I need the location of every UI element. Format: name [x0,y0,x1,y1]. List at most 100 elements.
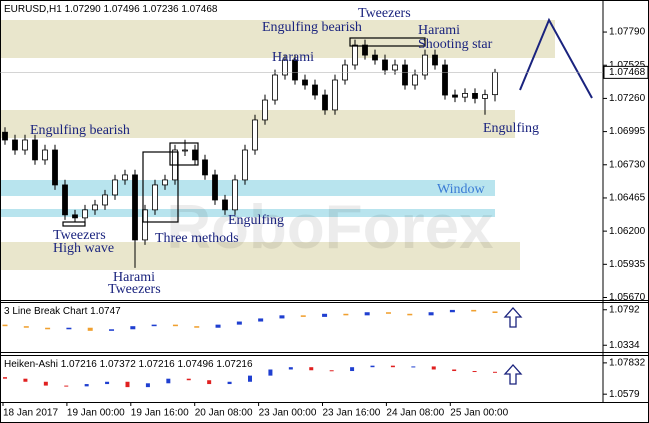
candle-body [462,93,468,98]
y-tick-label: 1.0792 [609,304,640,315]
heikin-bar [125,381,130,388]
annotation: High wave [53,241,114,256]
pattern-boxes [62,37,426,227]
panel-title: Heiken-Ashi 1.07216 1.07372 1.07216 1.07… [4,359,253,370]
candle-body [402,64,408,86]
up-arrow [503,364,523,385]
zone [1,20,555,58]
y-tick-label: 1.05935 [609,259,646,270]
y-tick-label: 1.06995 [609,126,646,137]
box [62,221,86,227]
candle-body [222,199,228,211]
candle-body [422,54,428,76]
candle-body [242,149,248,181]
candle-body [52,149,58,186]
heikin-bar [288,367,293,370]
linebreak-bar [23,326,29,328]
candle-body [412,74,418,86]
heikin-bar [411,366,416,368]
candle-body [372,54,378,61]
watermark: RoboForex [166,193,494,262]
heikin-bar [43,381,48,386]
candle-body [152,184,158,211]
candle-body [282,59,288,76]
annotation: Window [437,182,486,197]
candle-body [492,71,498,96]
x-axis: 18 Jan 2017 19 Jan 00:00 19 Jan 16:00 20 Ja… [2,402,509,419]
linebreak-bar [449,309,455,313]
y-tick-label: 1.07525 [609,60,646,71]
annotation: Harami [272,50,314,65]
linebreak-bar [45,327,51,330]
candle-body [312,84,318,96]
candle-body [452,94,458,98]
annotation: Shooting star [418,37,493,52]
heikin-bar [350,367,355,372]
heikin-bar [105,381,110,385]
annotation: Harami [113,270,155,285]
box [142,151,179,223]
candle-body [112,179,118,196]
annotation: Engulfing bearish [30,123,130,138]
candle-body [102,194,108,206]
candle-body [72,214,78,219]
linebreak-bar [300,315,306,317]
linebreak-bar [428,312,434,316]
candle-body [442,64,448,96]
annotation: Tweezers [108,282,161,297]
candle-body [382,59,388,71]
heikin-bar [370,365,375,368]
linebreak-bar [172,324,178,327]
annotation: Engulfing bearish [262,20,362,35]
linebreak-bar [258,318,264,322]
up-arrow [503,307,523,328]
linebreak-bar [407,313,413,316]
annotation: Three methods [155,231,239,246]
x-tick-label: 25 Jan 00:00 [450,408,508,419]
annotation: Tweezers [358,6,411,21]
y-tick-label: 1.0579 [609,389,640,400]
linebreak-bar [66,327,72,330]
heikin-bar [207,380,212,385]
candle-body [42,149,48,161]
x-tick-label: 19 Jan 16:00 [131,408,189,419]
candle-body [322,94,328,111]
linebreak-bar [236,321,242,325]
y-tick-label: 1.05670 [609,292,646,303]
forecast-arrow [519,17,593,99]
box [169,142,199,166]
heikin-bar [472,371,477,373]
candle-body [22,139,28,151]
heikin-bar [309,367,314,371]
zone [1,110,515,138]
candle-body [192,149,198,161]
heikin-bar [84,384,89,387]
heikin-bar [3,377,7,379]
x-tick-label: 23 Jan 16:00 [323,408,381,419]
y-tick-label: 1.07832 [609,358,646,369]
linebreak-bar [492,311,498,314]
zone [1,242,520,270]
candle-body [212,174,218,201]
candle-body [352,44,358,66]
y-tick-label: 1.07260 [609,93,646,104]
linebreak-bar [215,324,221,328]
linebreak-bar [385,312,391,314]
candle-body [2,131,8,141]
candle-body [32,139,38,161]
candle-body [482,94,488,99]
heikin-bar [431,366,436,370]
box [349,37,426,47]
linebreak-bar [87,327,93,331]
heikin-bar [329,370,334,372]
x-tick-label: 23 Jan 00:00 [259,408,317,419]
candle-body [432,54,438,66]
heikin-bar [248,375,252,382]
candle-body [252,119,258,151]
x-tick-label: 19 Jan 00:00 [67,408,125,419]
x-tick-label: 24 Jan 08:00 [386,408,444,419]
candle-body [302,79,308,86]
annotation: Engulfing [483,121,539,136]
annotation: Tweezers [53,228,106,243]
